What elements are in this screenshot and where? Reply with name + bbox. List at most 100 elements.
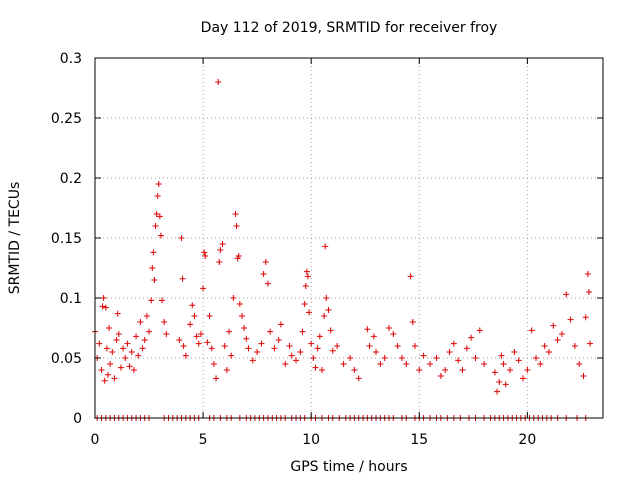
data-point	[133, 333, 140, 340]
data-point	[507, 367, 514, 373]
data-point	[223, 367, 230, 373]
data-point	[528, 327, 535, 334]
data-point	[156, 213, 163, 220]
data-point	[310, 355, 317, 361]
data-point	[306, 309, 313, 316]
data-point	[541, 343, 548, 349]
data-point	[366, 343, 373, 349]
data-point	[216, 259, 223, 265]
data-point	[260, 271, 267, 277]
data-point	[153, 211, 160, 217]
data-point	[107, 361, 114, 367]
data-point	[398, 355, 405, 361]
data-point	[130, 367, 137, 373]
data-point	[314, 345, 321, 352]
data-point	[267, 328, 274, 335]
data-point	[340, 361, 347, 367]
data-point	[567, 316, 574, 323]
data-point	[96, 340, 103, 347]
data-point	[580, 373, 587, 379]
x-tick-label: 20	[518, 432, 536, 448]
data-point	[233, 223, 240, 229]
data-point	[98, 367, 105, 373]
data-point	[230, 295, 237, 301]
data-point	[235, 253, 242, 259]
data-point	[149, 265, 156, 271]
data-point	[322, 243, 329, 250]
data-point	[264, 280, 271, 287]
data-point	[312, 364, 319, 371]
y-tick-label: 0.25	[51, 111, 82, 127]
data-point	[411, 343, 418, 349]
data-point	[113, 337, 120, 343]
data-point	[187, 321, 194, 328]
x-tick-label: 5	[199, 432, 208, 448]
data-point	[571, 343, 578, 349]
data-point	[377, 361, 384, 367]
data-point	[433, 355, 440, 361]
data-point	[334, 343, 341, 349]
data-point	[201, 249, 208, 256]
data-point	[195, 340, 202, 347]
x-tick-label: 15	[410, 432, 428, 448]
data-point	[157, 232, 164, 239]
data-point	[249, 357, 256, 364]
data-point	[498, 352, 505, 359]
data-point	[154, 193, 161, 199]
data-point	[111, 375, 118, 382]
data-point	[403, 361, 410, 367]
data-point	[163, 331, 170, 337]
data-point	[226, 328, 233, 335]
data-point	[437, 373, 444, 379]
data-point	[115, 331, 122, 337]
grid-lines	[95, 58, 603, 418]
data-point	[347, 355, 354, 361]
data-point	[189, 302, 196, 309]
data-point	[286, 343, 293, 349]
data-point	[481, 361, 488, 367]
data-point	[277, 321, 284, 328]
data-point	[104, 371, 111, 378]
data-point	[124, 340, 131, 347]
data-point	[206, 313, 213, 319]
data-point	[191, 313, 198, 319]
data-point	[128, 349, 135, 355]
data-point	[122, 355, 129, 361]
data-point	[582, 314, 589, 321]
data-point	[416, 367, 423, 373]
data-point	[100, 295, 107, 301]
x-tick-label: 10	[302, 432, 320, 448]
data-point	[303, 268, 310, 275]
data-point	[550, 322, 557, 329]
data-point	[494, 388, 501, 395]
data-point	[202, 253, 209, 259]
data-point	[204, 339, 211, 346]
y-tick-label: 0.05	[51, 351, 82, 367]
data-point	[141, 337, 148, 343]
data-point	[106, 325, 113, 331]
data-point	[254, 349, 261, 355]
data-point	[117, 364, 124, 371]
data-point	[515, 357, 522, 364]
data-point	[135, 352, 142, 359]
data-point	[301, 301, 308, 307]
data-point	[282, 361, 289, 367]
data-point	[217, 247, 224, 253]
data-point	[109, 349, 116, 355]
data-point	[179, 275, 186, 282]
data-point	[327, 327, 334, 334]
data-point	[491, 369, 498, 376]
data-point	[302, 283, 309, 289]
data-point	[304, 273, 311, 280]
data-point	[101, 377, 108, 384]
data-point	[182, 352, 189, 359]
data-point	[446, 349, 453, 355]
data-point	[323, 295, 330, 301]
data-point	[288, 352, 295, 359]
data-point	[262, 259, 269, 265]
data-point	[351, 367, 358, 373]
data-point	[99, 303, 106, 310]
data-point	[537, 361, 544, 367]
data-point	[114, 310, 121, 317]
data-point	[178, 235, 185, 241]
